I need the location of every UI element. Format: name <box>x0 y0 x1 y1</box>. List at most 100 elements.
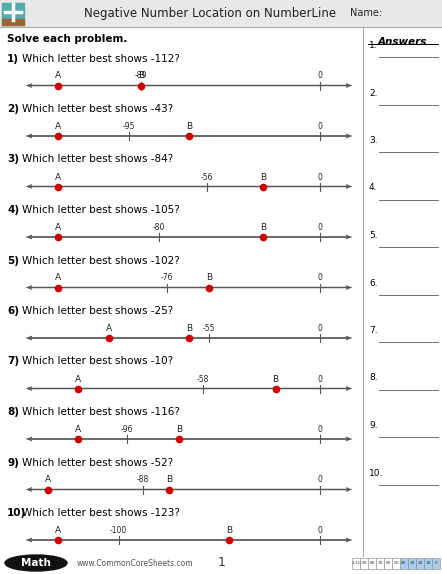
Text: -55: -55 <box>203 324 215 333</box>
Text: -100: -100 <box>110 526 127 535</box>
Text: 5): 5) <box>7 255 19 266</box>
Text: B: B <box>186 324 192 333</box>
Text: 9): 9) <box>7 457 19 467</box>
Text: Which letter best shows -52?: Which letter best shows -52? <box>22 457 173 467</box>
Text: B: B <box>176 425 182 434</box>
Text: 30: 30 <box>409 561 415 565</box>
Bar <box>432 558 440 569</box>
Bar <box>2 3 24 25</box>
Bar <box>424 558 432 569</box>
Text: 4): 4) <box>7 205 19 215</box>
Text: B: B <box>166 475 172 484</box>
Text: -88: -88 <box>137 475 149 484</box>
Text: Math: Math <box>21 558 51 568</box>
Text: Which letter best shows -102?: Which letter best shows -102? <box>22 255 180 266</box>
Text: 80: 80 <box>369 561 375 565</box>
Text: A: A <box>45 475 51 484</box>
Text: B: B <box>260 223 267 232</box>
Text: 10: 10 <box>425 561 431 565</box>
Text: 7): 7) <box>7 356 19 367</box>
Text: 60: 60 <box>385 561 391 565</box>
Text: 6.: 6. <box>369 278 377 288</box>
Text: 0: 0 <box>434 561 438 565</box>
Bar <box>392 558 400 569</box>
Text: B: B <box>137 72 144 80</box>
Text: B: B <box>186 122 192 131</box>
Ellipse shape <box>5 555 67 571</box>
Text: Which letter best shows -25?: Which letter best shows -25? <box>22 306 173 316</box>
Text: B: B <box>272 374 278 383</box>
Text: 1: 1 <box>218 557 226 569</box>
Text: A: A <box>55 526 61 535</box>
Text: -95: -95 <box>122 122 135 131</box>
Text: -89: -89 <box>134 72 147 80</box>
Text: 90: 90 <box>361 561 367 565</box>
Text: Solve each problem.: Solve each problem. <box>7 34 127 44</box>
Text: A: A <box>55 223 61 232</box>
Bar <box>408 558 416 569</box>
Text: A: A <box>75 374 81 383</box>
Text: 0: 0 <box>317 374 322 383</box>
Text: Negative Number Location on NumberLine: Negative Number Location on NumberLine <box>84 6 336 20</box>
Text: -76: -76 <box>160 273 173 282</box>
Text: Which letter best shows -43?: Which letter best shows -43? <box>22 104 173 114</box>
Text: 0: 0 <box>317 122 322 131</box>
Text: 0: 0 <box>317 223 322 232</box>
Text: A: A <box>55 72 61 80</box>
Text: 1.: 1. <box>369 41 377 50</box>
Bar <box>360 558 368 569</box>
Bar <box>416 558 424 569</box>
Bar <box>400 558 408 569</box>
Text: 0: 0 <box>317 475 322 484</box>
Text: B: B <box>226 526 232 535</box>
Text: 50: 50 <box>393 561 399 565</box>
Text: 2.: 2. <box>369 88 377 98</box>
Text: Answers: Answers <box>378 37 427 47</box>
Text: 0: 0 <box>317 173 322 181</box>
Text: 3.: 3. <box>369 136 377 145</box>
Text: B: B <box>260 173 267 181</box>
Text: 3): 3) <box>7 154 19 165</box>
Text: 0: 0 <box>317 324 322 333</box>
Text: 0: 0 <box>317 273 322 282</box>
Text: 20: 20 <box>417 561 423 565</box>
Text: www.CommonCoreSheets.com: www.CommonCoreSheets.com <box>77 559 193 568</box>
Text: 10.: 10. <box>369 468 383 478</box>
Text: 6): 6) <box>7 306 19 316</box>
Text: -96: -96 <box>120 425 133 434</box>
Bar <box>0 0 442 27</box>
Text: 2): 2) <box>7 104 19 114</box>
Bar <box>368 558 376 569</box>
Text: Which letter best shows -10?: Which letter best shows -10? <box>22 356 173 367</box>
Text: 70: 70 <box>377 561 383 565</box>
Text: 1-10: 1-10 <box>351 561 361 565</box>
Text: 8.: 8. <box>369 374 377 382</box>
Text: A: A <box>75 425 81 434</box>
Text: A: A <box>55 122 61 131</box>
Text: B: B <box>206 273 212 282</box>
Bar <box>352 558 360 569</box>
Text: 4.: 4. <box>369 184 377 192</box>
Text: Which letter best shows -123?: Which letter best shows -123? <box>22 508 180 518</box>
Text: -56: -56 <box>201 173 213 181</box>
Text: 40: 40 <box>401 561 407 565</box>
Text: Which letter best shows -116?: Which letter best shows -116? <box>22 407 180 417</box>
Text: Name:: Name: <box>350 8 382 18</box>
Bar <box>2 19 24 25</box>
Bar <box>384 558 392 569</box>
Bar <box>376 558 384 569</box>
Text: 0: 0 <box>317 72 322 80</box>
Text: 5.: 5. <box>369 231 377 240</box>
Text: 10): 10) <box>7 508 26 518</box>
Text: 0: 0 <box>317 526 322 535</box>
Text: -80: -80 <box>152 223 165 232</box>
Text: Which letter best shows -84?: Which letter best shows -84? <box>22 154 173 165</box>
Text: A: A <box>55 173 61 181</box>
Text: 1): 1) <box>7 53 19 64</box>
Text: 9.: 9. <box>369 421 377 430</box>
Text: A: A <box>106 324 111 333</box>
Text: 7.: 7. <box>369 326 377 335</box>
Text: 0: 0 <box>317 425 322 434</box>
Text: A: A <box>55 273 61 282</box>
Text: Which letter best shows -112?: Which letter best shows -112? <box>22 53 180 64</box>
